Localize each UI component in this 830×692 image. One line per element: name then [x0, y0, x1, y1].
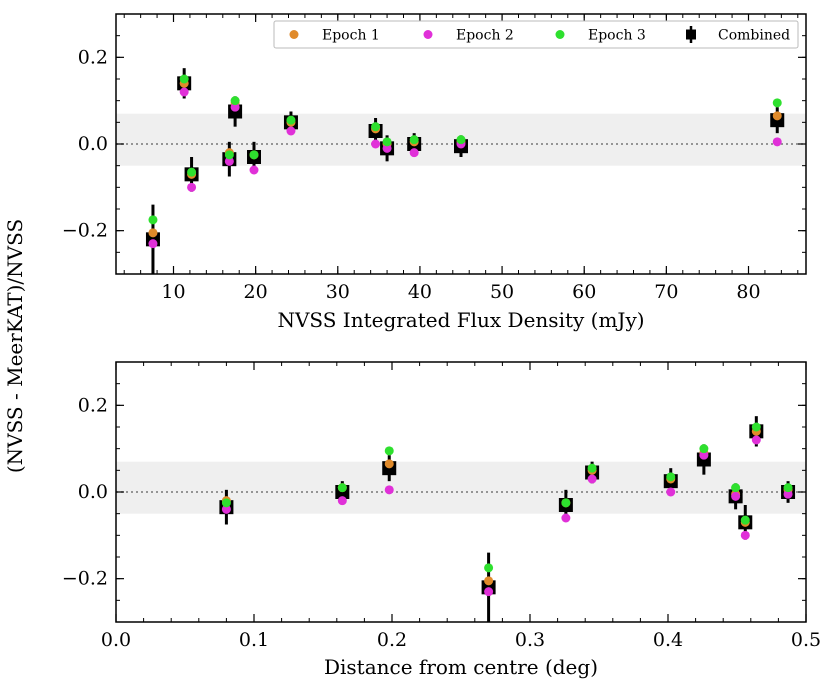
top-x-tick-label: 50: [490, 281, 514, 303]
legend-marker-epoch-1: [289, 30, 299, 39]
legend-item-epoch-2: Epoch 2: [423, 28, 514, 44]
top-epoch-2-point: [179, 87, 189, 97]
bottom-epoch-1-point: [484, 576, 494, 586]
bottom-epoch-3-point: [384, 446, 394, 456]
bottom-epoch-3-point: [587, 463, 597, 473]
bottom-y-tick-label: −0.2: [62, 568, 108, 590]
top-epoch-3-point: [249, 150, 259, 160]
top-epoch-3-point: [371, 122, 381, 132]
bottom-epoch-3-point: [783, 483, 793, 493]
bottom-y-tick-label: 0.2: [78, 394, 108, 416]
bottom-epoch-2-point: [221, 504, 231, 514]
bottom-epoch-3-point: [666, 472, 676, 482]
bottom-epoch-2-point: [561, 513, 571, 523]
bottom-epoch-2-point: [783, 489, 793, 499]
bottom-epoch-2-point: [337, 496, 347, 506]
top-epoch-3-point: [382, 137, 392, 147]
bottom-epoch-2-point: [751, 435, 761, 445]
top-y-tick-label: 0.2: [78, 46, 108, 68]
legend-item-epoch-1: Epoch 1: [289, 28, 380, 44]
top-epoch-1-point: [772, 111, 782, 121]
top-epoch-2-point: [382, 143, 392, 153]
top-epoch-3-point: [286, 115, 296, 125]
top-x-tick-label: 60: [572, 281, 596, 303]
legend-marker-epoch-2: [423, 30, 433, 39]
bottom-epoch-3-point: [337, 483, 347, 493]
top-epoch-3-point: [148, 215, 158, 225]
bottom-x-axis-label: Distance from centre (deg): [324, 655, 598, 679]
legend-label-epoch-3: Epoch 3: [588, 28, 646, 44]
bottom-epoch-2-point: [484, 587, 494, 597]
bottom-epoch-3-point: [751, 422, 761, 432]
bottom-panel: 0.0 0.1 0.2 0.3 0.4 0.5 −0.2 0.0 0.2 Distance fro…: [62, 361, 821, 679]
legend-label-combined: Combined: [718, 28, 790, 44]
legend-item-combined: Combined: [686, 26, 790, 44]
bottom-epoch-2-point: [587, 474, 597, 484]
bottom-epoch-2-point: [666, 487, 676, 497]
top-epoch-2-point: [230, 102, 240, 112]
top-epoch-2-point: [286, 126, 296, 136]
top-epoch-2-point: [409, 148, 419, 158]
top-y-tick-label: −0.2: [62, 220, 108, 242]
top-x-tick-label: 10: [161, 281, 185, 303]
legend-marker-combined: [686, 29, 696, 40]
bottom-epoch-2-point: [731, 491, 741, 501]
top-epoch-1-point: [148, 228, 158, 238]
top-x-tick-label: 40: [408, 281, 432, 303]
legend-marker-epoch-3: [555, 30, 565, 39]
top-epoch-3-point: [230, 96, 240, 106]
top-x-tick-label: 30: [326, 281, 350, 303]
bottom-x-tick-label: 0.1: [239, 629, 269, 651]
bottom-epoch-3-point: [731, 483, 741, 493]
bottom-epoch-3-point: [484, 563, 494, 573]
legend-label-epoch-2: Epoch 2: [456, 28, 514, 44]
y-axis-label: (NVSS - MeerKAT)/NVSS: [3, 219, 27, 473]
bottom-markers: [219, 416, 796, 622]
bottom-epoch-2-point: [384, 485, 394, 495]
legend-item-epoch-3: Epoch 3: [555, 28, 646, 44]
top-epoch-2-point: [148, 239, 158, 249]
top-panel: 10 20 30 40 50 60 70 80 −0.2 0.0 0.2 NVSS Integrate…: [62, 13, 807, 332]
top-epoch-3-point: [224, 150, 234, 160]
top-epoch-3-point: [772, 98, 782, 108]
bottom-epoch-3-point: [740, 515, 750, 525]
bottom-epoch-1-point: [384, 459, 394, 469]
bottom-x-tick-label: 0.0: [101, 629, 131, 651]
legend-label-epoch-1: Epoch 1: [322, 28, 380, 44]
bottom-x-tick-label: 0.2: [377, 629, 407, 651]
top-epoch-3-point: [187, 167, 197, 177]
bottom-x-tick-label: 0.5: [791, 629, 821, 651]
legend: Epoch 1 Epoch 2 Epoch 3 Combined: [273, 20, 799, 49]
top-x-tick-label: 80: [736, 281, 760, 303]
top-epoch-2-point: [371, 139, 381, 149]
top-markers: [145, 68, 785, 274]
top-epoch-2-point: [187, 182, 197, 192]
top-epoch-3-point: [409, 135, 419, 145]
bottom-epoch-2-point: [740, 530, 750, 540]
bottom-epoch-2-point: [699, 450, 709, 460]
bottom-epoch-3-point: [221, 498, 231, 508]
legend-frame: [273, 20, 799, 49]
top-epoch-3-point: [179, 74, 189, 84]
top-x-tick-label: 70: [654, 281, 678, 303]
top-epoch-2-point: [772, 137, 782, 147]
bottom-epoch-3-point: [561, 498, 571, 508]
bottom-epoch-3-point: [699, 444, 709, 454]
bottom-x-tick-label: 0.3: [515, 629, 545, 651]
top-epoch-2-point: [224, 156, 234, 166]
top-y-tick-label: 0.0: [78, 133, 108, 155]
top-epoch-3-point: [456, 135, 466, 145]
top-x-axis-label: NVSS Integrated Flux Density (mJy): [277, 308, 644, 332]
bottom-y-tick-label: 0.0: [78, 481, 108, 503]
bottom-x-tick-label: 0.4: [653, 629, 683, 651]
top-epoch-2-point: [249, 165, 259, 175]
top-x-tick-label: 20: [244, 281, 268, 303]
